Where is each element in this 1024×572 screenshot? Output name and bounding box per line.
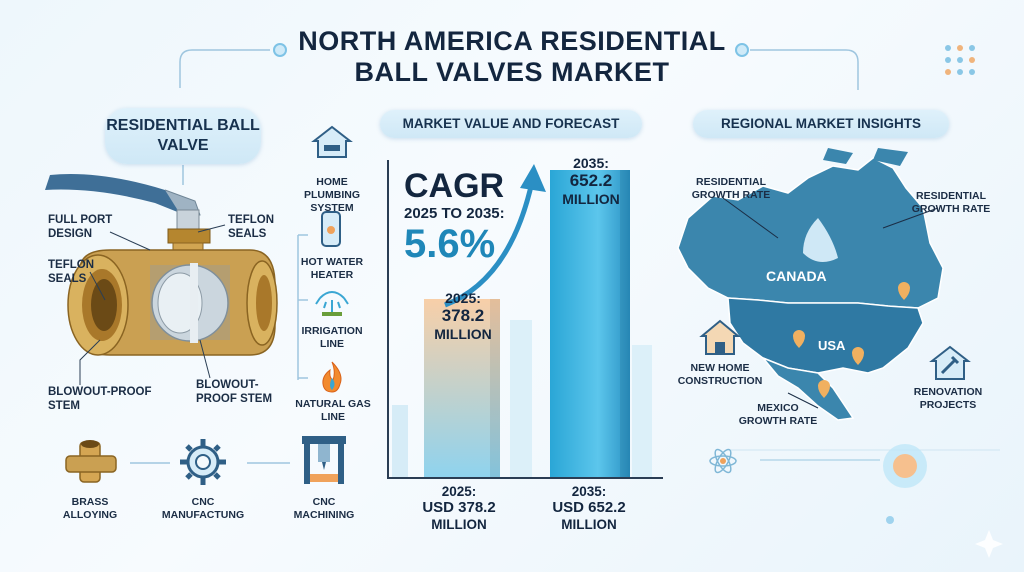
- house-icon: [699, 319, 741, 355]
- growth-arrow-icon: [444, 164, 546, 308]
- market-section-header: MARKET VALUE AND FORECAST: [380, 110, 642, 138]
- callout-full-port-design: FULL PORT DESIGN: [48, 214, 113, 240]
- cagr-period: 2025 TO 2035:: [404, 205, 505, 222]
- bar-2025-label: 2025: 378.2 MILLION: [418, 290, 508, 342]
- callout-leader-lines: [79, 224, 226, 385]
- bottom-2035-label: 2035: USD 652.2 MILLION: [534, 484, 644, 532]
- north-america-map: [677, 148, 944, 421]
- bottom-2035-year: 2035:: [571, 484, 607, 499]
- bottom-2025-year: 2025:: [441, 484, 477, 499]
- callout-blowout-proof-stem-right: BLOWOUT- PROOF STEM: [196, 379, 273, 405]
- atom-icon: [709, 448, 737, 474]
- bottom-2025-unit: MILLION: [431, 517, 487, 532]
- bar-2035: [550, 170, 630, 477]
- application-hot-water-heater: HOT WATER HEATER: [300, 256, 364, 281]
- page-title: NORTH AMERICA RESIDENTIAL BALL VALVES MA…: [0, 26, 1024, 88]
- renovation-house-icon: [929, 345, 971, 380]
- bg-bar-2: [510, 320, 532, 477]
- title-line-2: BALL VALVES MARKET: [354, 57, 670, 87]
- ball-valve-icon: [45, 174, 278, 356]
- process-cnc-machining: CNC MACHINING: [293, 496, 355, 521]
- application-natural-gas-line: NATURAL GAS LINE: [295, 398, 371, 423]
- valve-section-header: RESIDENTIAL BALL VALVE: [105, 108, 261, 164]
- cnc-machine-icon: [302, 436, 346, 484]
- driver-new-home-construction: NEW HOME CONSTRUCTION: [677, 362, 763, 387]
- callout-teflon-seals-left: TEFLON SEALS: [48, 259, 94, 285]
- valve-section-header-text: RESIDENTIAL BALL VALVE: [106, 117, 260, 154]
- title-line-1: NORTH AMERICA RESIDENTIAL: [298, 26, 726, 56]
- regional-section-header-text: REGIONAL MARKET INSIGHTS: [720, 116, 921, 131]
- callout-teflon-seals-right: TEFLON SEALS: [228, 214, 274, 240]
- bottom-2025-label: 2025: USD 378.2 MILLION: [404, 484, 514, 532]
- gear-icon: [180, 439, 226, 485]
- bottom-2035-value: USD 652.2: [552, 499, 626, 516]
- process-brass-alloying: BRASS ALLOYING: [62, 496, 118, 521]
- bar-2025-unit: MILLION: [434, 326, 492, 342]
- cagr-label: CAGR: [404, 167, 505, 205]
- bar-2025-value: 378.2: [441, 306, 485, 325]
- dots-decoration: [945, 45, 975, 75]
- house-faucet-icon: [311, 125, 353, 158]
- bar-2025-year: 2025:: [445, 290, 481, 306]
- bar-2025: [424, 299, 500, 477]
- label-canada: CANADA: [766, 268, 827, 284]
- bottom-2025-value: USD 378.2: [422, 499, 496, 516]
- label-residential-growth-rate-right: RESIDENTIAL GROWTH RATE: [911, 190, 991, 215]
- y-axis: [387, 160, 389, 478]
- flame-icon: [322, 361, 342, 393]
- water-heater-icon: [321, 211, 341, 247]
- bar-2035-unit: MILLION: [562, 191, 620, 207]
- bar-2035-label: 2035: 652.2 MILLION: [546, 155, 636, 207]
- bg-bar-3: [632, 345, 652, 477]
- application-home-plumbing: HOME PLUMBING SYSTEM: [304, 176, 360, 214]
- brass-fitting-icon: [65, 440, 117, 483]
- regional-section-header: REGIONAL MARKET INSIGHTS: [693, 110, 949, 138]
- callout-blowout-proof-stem-left: BLOWOUT-PROOF STEM: [48, 386, 152, 412]
- label-usa: USA: [818, 338, 846, 353]
- driver-renovation-projects: RENOVATION PROJECTS: [913, 386, 983, 411]
- label-residential-growth-rate-left: RESIDENTIAL GROWTH RATE: [691, 176, 771, 201]
- application-irrigation-line: IRRIGATION LINE: [301, 325, 363, 350]
- x-axis: [387, 477, 663, 479]
- market-section-header-text: MARKET VALUE AND FORECAST: [402, 116, 620, 131]
- bg-bar-1: [392, 405, 408, 477]
- label-mexico-growth-rate: MEXICO GROWTH RATE: [738, 402, 818, 427]
- bar-2035-value: 652.2: [569, 171, 613, 190]
- bar-2035-year: 2035:: [573, 155, 609, 171]
- process-cnc-manufacturing: CNC MANUFACTUNG: [161, 496, 245, 521]
- cagr-value: 5.6%: [404, 222, 496, 266]
- bottom-2035-unit: MILLION: [561, 517, 617, 532]
- sprinkler-icon: [315, 291, 349, 316]
